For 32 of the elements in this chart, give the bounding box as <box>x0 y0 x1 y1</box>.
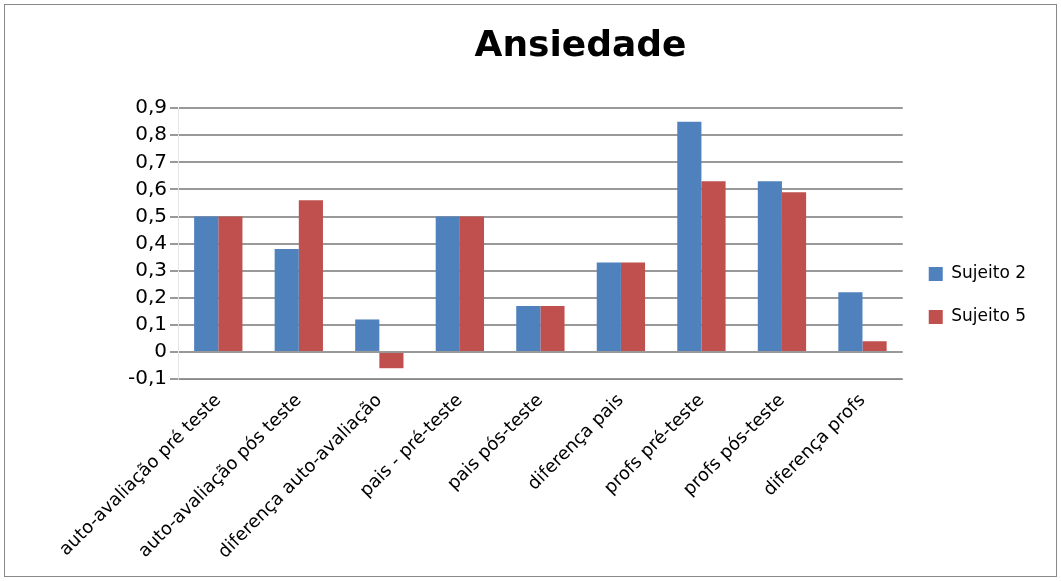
bar <box>838 292 863 351</box>
bar <box>218 216 243 351</box>
legend-label: Sujeito 5 <box>951 305 1027 326</box>
bar <box>298 200 323 351</box>
y-tick-label: 0,1 <box>135 311 168 336</box>
bar <box>677 121 702 351</box>
bar <box>757 181 782 351</box>
bar <box>355 319 380 351</box>
bar <box>862 341 887 351</box>
bar <box>596 262 621 351</box>
bar <box>459 216 485 351</box>
y-tick-label: 0,2 <box>135 283 168 308</box>
bar <box>781 192 807 351</box>
y-tick-label: 0,6 <box>135 175 168 200</box>
y-tick-label: -0,1 <box>127 365 168 390</box>
bar <box>620 262 646 351</box>
bar <box>435 216 460 351</box>
y-tick-label: 0,8 <box>135 121 168 146</box>
y-tick-label: 0,3 <box>135 256 168 281</box>
chart-title: Ansiedade <box>474 22 687 64</box>
bar <box>379 352 404 369</box>
y-tick-label: 0 <box>154 338 168 363</box>
y-tick-label: 0,5 <box>135 202 168 227</box>
bar <box>540 305 565 351</box>
bar <box>194 216 219 351</box>
y-tick-label: 0,7 <box>135 148 168 173</box>
bar <box>274 249 299 351</box>
y-tick-label: 0,4 <box>135 229 168 254</box>
legend-label: Sujeito 2 <box>951 262 1027 283</box>
bar <box>701 181 726 351</box>
y-tick-label: 0,9 <box>135 94 168 119</box>
bar <box>516 305 541 351</box>
